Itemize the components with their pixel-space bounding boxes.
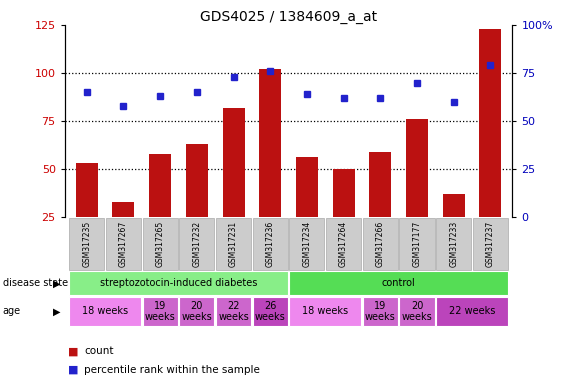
Bar: [363, 296, 398, 326]
Text: GSM317267: GSM317267: [119, 221, 128, 267]
Bar: [216, 218, 251, 270]
Text: ■: ■: [68, 346, 78, 356]
Bar: [406, 119, 428, 265]
Bar: [399, 218, 435, 270]
Bar: [179, 296, 215, 326]
Text: GSM317236: GSM317236: [266, 221, 275, 267]
Text: GSM317235: GSM317235: [82, 221, 91, 267]
Bar: [69, 271, 288, 295]
Bar: [253, 218, 288, 270]
Bar: [289, 296, 361, 326]
Text: GSM317177: GSM317177: [413, 221, 422, 267]
Bar: [399, 296, 435, 326]
Bar: [436, 218, 471, 270]
Text: percentile rank within the sample: percentile rank within the sample: [84, 365, 260, 375]
Bar: [289, 218, 324, 270]
Bar: [296, 157, 318, 265]
Text: 19
weeks: 19 weeks: [365, 301, 396, 322]
Bar: [186, 144, 208, 265]
Bar: [253, 296, 288, 326]
Bar: [289, 271, 508, 295]
Bar: [436, 296, 508, 326]
Text: GSM317265: GSM317265: [155, 221, 164, 267]
Bar: [259, 69, 281, 265]
Text: GSM317231: GSM317231: [229, 221, 238, 267]
Text: age: age: [3, 306, 21, 316]
Bar: [326, 218, 361, 270]
Text: 22
weeks: 22 weeks: [218, 301, 249, 322]
Bar: [149, 154, 171, 265]
Text: ▶: ▶: [53, 306, 61, 316]
Text: GSM317233: GSM317233: [449, 221, 458, 267]
Bar: [473, 218, 508, 270]
Bar: [443, 194, 464, 265]
Text: disease state: disease state: [3, 278, 68, 288]
Bar: [369, 152, 391, 265]
Text: 26
weeks: 26 weeks: [255, 301, 285, 322]
Bar: [179, 218, 215, 270]
Text: 20
weeks: 20 weeks: [401, 301, 432, 322]
Bar: [333, 169, 355, 265]
Bar: [222, 108, 244, 265]
Text: 18 weeks: 18 weeks: [82, 306, 128, 316]
Bar: [479, 29, 501, 265]
Title: GDS4025 / 1384609_a_at: GDS4025 / 1384609_a_at: [200, 10, 377, 24]
Text: 18 weeks: 18 weeks: [302, 306, 348, 316]
Bar: [106, 218, 141, 270]
Text: GSM317232: GSM317232: [193, 221, 202, 267]
Text: ■: ■: [68, 365, 78, 375]
Text: 20
weeks: 20 weeks: [181, 301, 212, 322]
Text: GSM317237: GSM317237: [486, 221, 495, 267]
Text: control: control: [382, 278, 415, 288]
Bar: [142, 296, 178, 326]
Bar: [216, 296, 251, 326]
Bar: [142, 218, 178, 270]
Text: 22 weeks: 22 weeks: [449, 306, 495, 316]
Bar: [69, 296, 141, 326]
Text: GSM317264: GSM317264: [339, 221, 348, 267]
Bar: [363, 218, 398, 270]
Text: 19
weeks: 19 weeks: [145, 301, 176, 322]
Bar: [113, 202, 135, 265]
Bar: [69, 218, 104, 270]
Text: streptozotocin-induced diabetes: streptozotocin-induced diabetes: [100, 278, 257, 288]
Text: GSM317234: GSM317234: [302, 221, 311, 267]
Text: ▶: ▶: [53, 278, 61, 288]
Text: GSM317266: GSM317266: [376, 221, 385, 267]
Bar: [76, 163, 98, 265]
Text: count: count: [84, 346, 114, 356]
